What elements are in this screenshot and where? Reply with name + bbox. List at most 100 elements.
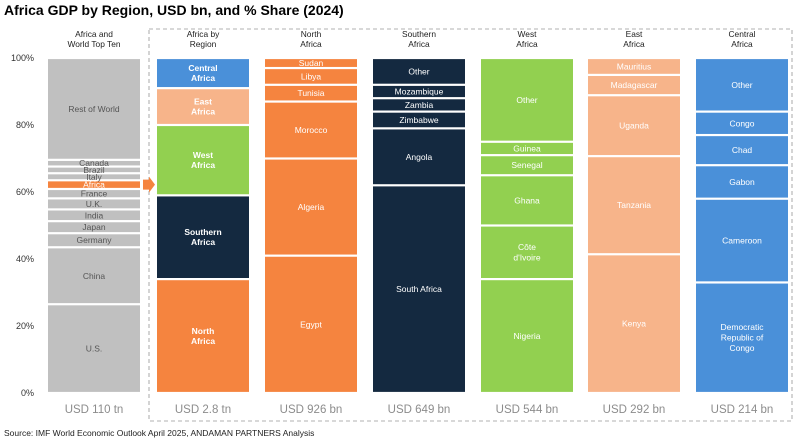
- bar-africa: North Africa Southern Africa West Africa East A…: [157, 59, 249, 392]
- column-total-north: USD 926 bn: [280, 404, 343, 416]
- segment-east-mauritius: [588, 59, 680, 74]
- segment-label: Guinea: [513, 143, 541, 153]
- segment-label: North Africa: [191, 326, 215, 346]
- segment-southern-zimbabwe: [373, 112, 465, 128]
- column-header-world: Africa and World Top Ten: [67, 29, 120, 49]
- y-tick-label: 60%: [16, 187, 34, 197]
- segment-central-gabon: [696, 166, 788, 198]
- segment-africa-southern-africa: [157, 196, 249, 278]
- column-header-southern: Southern Africa: [402, 29, 436, 49]
- y-tick-label: 0%: [21, 388, 34, 398]
- segment-label: Sudan: [299, 58, 324, 68]
- segment-label: Congo: [729, 118, 754, 128]
- segment-label: Southern Africa: [184, 227, 221, 247]
- segment-label: Morocco: [295, 125, 328, 135]
- segment-southern-mozambique: [373, 85, 465, 98]
- column-header-north: North Africa: [300, 29, 322, 49]
- segment-west-ghana: [481, 176, 573, 225]
- column-header-west: West Africa: [516, 29, 538, 49]
- column-totals: USD 110 tn USD 2.8 tn USD 926 bn USD 649 bn…: [65, 404, 774, 416]
- column-total-west: USD 544 bn: [496, 404, 559, 416]
- column-total-southern: USD 649 bn: [388, 404, 451, 416]
- source-note: Source: IMF World Economic Outlook April…: [4, 428, 314, 438]
- segment-central-democratic-republic-of-congo: [696, 283, 788, 392]
- segment-label: Chad: [732, 145, 753, 155]
- segment-label: Kenya: [622, 319, 646, 329]
- segment-label: Germany: [77, 235, 113, 245]
- segment-west-senegal: [481, 156, 573, 175]
- segment-label: Other: [408, 66, 429, 76]
- segment-north-morocco: [265, 102, 357, 158]
- segment-label: Other: [516, 95, 537, 105]
- segment-label: Algeria: [298, 202, 325, 212]
- segment-central-chad: [696, 136, 788, 165]
- segment-west-other: [481, 59, 573, 141]
- column-total-east: USD 292 bn: [603, 404, 666, 416]
- segment-world-india: [48, 210, 140, 221]
- y-tick-label: 100%: [11, 53, 34, 63]
- segment-label: Central Africa: [188, 63, 217, 83]
- segment-west-nigeria: [481, 280, 573, 392]
- segment-label: Cameroon: [722, 236, 762, 246]
- segment-east-uganda: [588, 96, 680, 156]
- segment-label: U.S.: [86, 344, 103, 354]
- segment-label: Mauritius: [617, 61, 651, 71]
- segment-central-congo: [696, 112, 788, 134]
- segment-label: Uganda: [619, 121, 649, 131]
- segment-label: Other: [731, 80, 752, 90]
- segment-label: Italy: [86, 172, 102, 182]
- segment-east-madagascar: [588, 76, 680, 95]
- segment-west-c-te-d-ivoire: [481, 226, 573, 278]
- column-total-africa: USD 2.8 tn: [175, 404, 231, 416]
- segment-label: Africa: [83, 180, 105, 190]
- bar-world: U.S. China Germany Japan IndiaU.K.FranceAfri…: [48, 59, 155, 392]
- y-axis: 0% 20% 40% 60% 80% 100%: [11, 53, 34, 398]
- segment-north-libya: [265, 69, 357, 84]
- segment-africa-north-africa: [157, 280, 249, 392]
- segment-southern-other: [373, 59, 465, 84]
- segment-label: Japan: [82, 222, 105, 232]
- segment-southern-zambia: [373, 99, 465, 111]
- column-header-africa: Africa by Region: [187, 29, 220, 49]
- segment-label: China: [83, 271, 105, 281]
- segment-east-kenya: [588, 255, 680, 392]
- segment-label: Zambia: [405, 100, 434, 110]
- segment-world-china: [48, 248, 140, 304]
- segment-label: France: [81, 189, 108, 199]
- segment-label: Ghana: [514, 195, 540, 205]
- segment-world-canada: [48, 160, 140, 166]
- segment-label: India: [85, 210, 104, 220]
- bars: U.S. China Germany Japan IndiaU.K.FranceAfri…: [48, 58, 788, 392]
- bar-west: Nigeria Côte d'Ivoire Ghana Senegal Guinea Oth…: [481, 59, 573, 392]
- segment-world-italy: [48, 174, 140, 180]
- segment-africa-central-africa: [157, 59, 249, 88]
- segment-label: Angola: [406, 152, 433, 162]
- segment-north-tunisia: [265, 85, 357, 101]
- column-headers: Africa and World Top Ten Africa by Region No…: [67, 29, 755, 49]
- segment-label: Brazil: [83, 165, 104, 175]
- column-header-east: East Africa: [623, 29, 645, 49]
- segment-label: Egypt: [300, 319, 322, 329]
- segment-world-germany: [48, 234, 140, 247]
- y-tick-label: 20%: [16, 321, 34, 331]
- segment-label: Gabon: [729, 177, 755, 187]
- bar-central: Democratic Republic of Congo Cameroon Gabon C…: [696, 59, 788, 392]
- segment-world-rest-of-world: [48, 59, 140, 159]
- segment-label: U.K.: [86, 199, 103, 209]
- column-total-central: USD 214 bn: [711, 404, 774, 416]
- segment-africa-east-africa: [157, 89, 249, 124]
- segment-label: Rest of World: [68, 104, 120, 114]
- bar-southern: South Africa Angola Zimbabwe Zambia Mozambiq…: [373, 59, 465, 392]
- segment-label: Tunisia: [297, 88, 324, 98]
- segment-label: Tanzania: [617, 200, 651, 210]
- segment-label: Nigeria: [514, 331, 541, 341]
- segment-label: West Africa: [191, 150, 215, 170]
- segment-label: Canada: [79, 158, 109, 168]
- segment-world-france: [48, 190, 140, 198]
- segment-east-tanzania: [588, 157, 680, 254]
- segment-label: East Africa: [191, 97, 215, 117]
- chart-title: Africa GDP by Region, USD bn, and % Shar…: [4, 2, 344, 18]
- segment-world-u-k: [48, 199, 140, 209]
- segment-label: South Africa: [396, 284, 442, 294]
